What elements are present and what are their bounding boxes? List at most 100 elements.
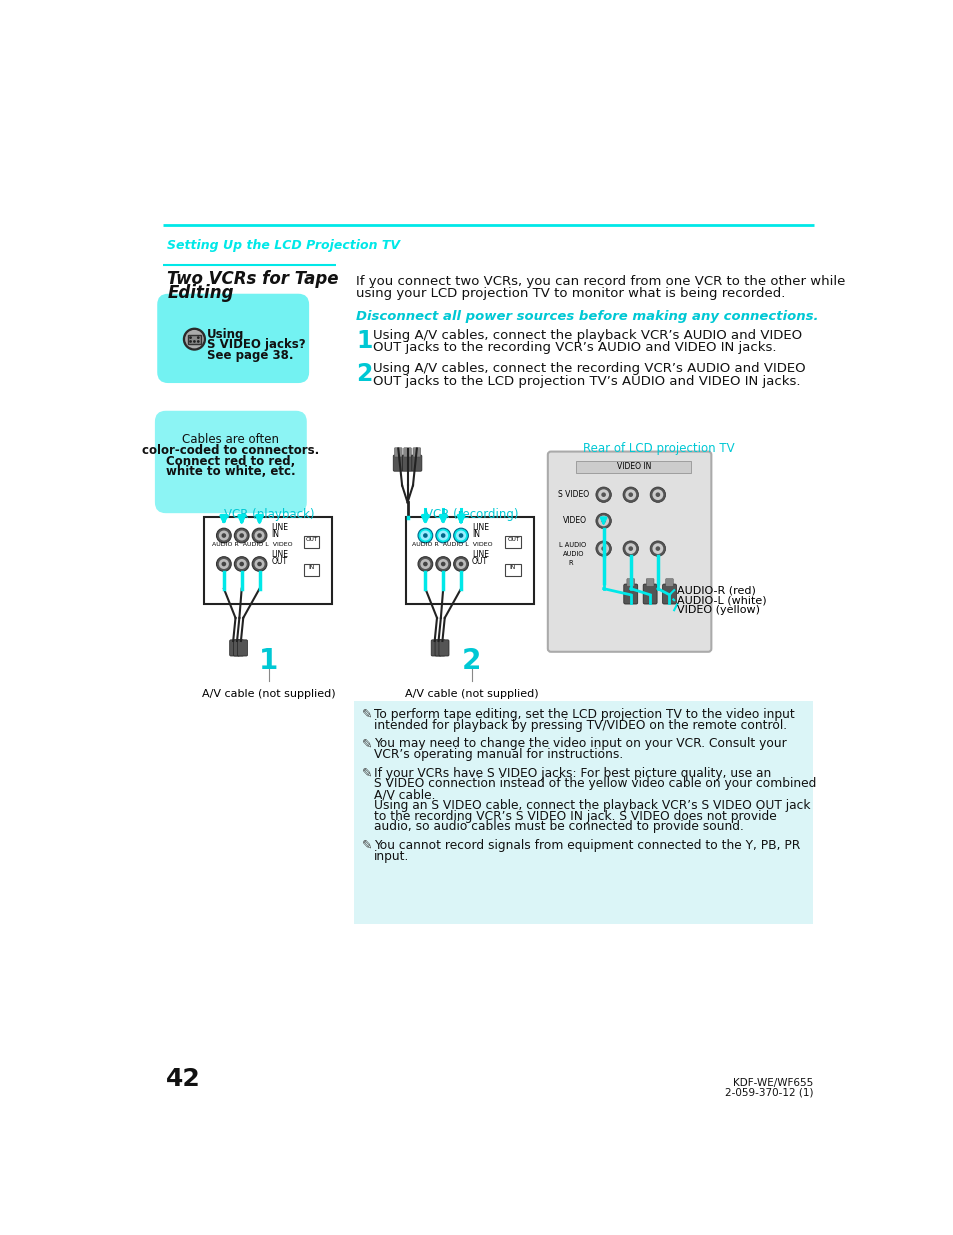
- Circle shape: [628, 493, 633, 496]
- Circle shape: [652, 489, 662, 500]
- FancyBboxPatch shape: [157, 294, 309, 383]
- Circle shape: [649, 487, 665, 503]
- Text: VIDEO (yellow): VIDEO (yellow): [677, 605, 760, 615]
- Text: R: R: [567, 561, 572, 566]
- FancyBboxPatch shape: [230, 640, 239, 656]
- Circle shape: [257, 562, 261, 567]
- Text: Connect red to red,: Connect red to red,: [166, 454, 295, 468]
- Circle shape: [239, 562, 244, 567]
- Text: Two VCRs for Tape: Two VCRs for Tape: [167, 270, 338, 288]
- Circle shape: [221, 562, 226, 567]
- Text: input.: input.: [374, 850, 409, 863]
- Bar: [406, 517, 534, 604]
- Circle shape: [422, 562, 427, 567]
- FancyBboxPatch shape: [623, 584, 637, 604]
- Text: AUDIO: AUDIO: [562, 551, 583, 557]
- Circle shape: [417, 557, 433, 572]
- Circle shape: [596, 514, 611, 529]
- Circle shape: [417, 529, 433, 543]
- Circle shape: [458, 534, 463, 537]
- Text: audio, so audio cables must be connected to provide sound.: audio, so audio cables must be connected…: [374, 820, 743, 834]
- Text: OUT: OUT: [306, 537, 318, 542]
- Text: S VIDEO: S VIDEO: [558, 490, 588, 499]
- Circle shape: [221, 534, 226, 537]
- FancyBboxPatch shape: [233, 640, 243, 656]
- Text: AUDIO-L (white): AUDIO-L (white): [677, 595, 766, 605]
- Text: Rear of LCD projection TV: Rear of LCD projection TV: [582, 442, 734, 456]
- Text: You may need to change the video input on your VCR. Consult your: You may need to change the video input o…: [374, 737, 786, 750]
- FancyBboxPatch shape: [547, 452, 711, 652]
- Circle shape: [422, 534, 427, 537]
- Circle shape: [185, 330, 204, 348]
- Circle shape: [624, 543, 636, 555]
- Circle shape: [254, 559, 264, 569]
- Circle shape: [216, 529, 231, 543]
- Circle shape: [189, 340, 192, 343]
- Text: Setting Up the LCD Projection TV: Setting Up the LCD Projection TV: [167, 240, 400, 252]
- Text: If you connect two VCRs, you can record from one VCR to the other while: If you connect two VCRs, you can record …: [356, 275, 845, 288]
- FancyBboxPatch shape: [435, 640, 445, 656]
- Circle shape: [652, 543, 662, 555]
- Text: 2-059-370-12 (1): 2-059-370-12 (1): [724, 1088, 813, 1098]
- Text: AUDIO R  AUDIO L  VIDEO: AUDIO R AUDIO L VIDEO: [212, 542, 293, 547]
- FancyBboxPatch shape: [154, 411, 307, 514]
- Text: white to white, etc.: white to white, etc.: [166, 466, 295, 478]
- FancyBboxPatch shape: [645, 579, 654, 587]
- FancyBboxPatch shape: [394, 448, 402, 457]
- Text: VCR’s operating manual for instructions.: VCR’s operating manual for instructions.: [374, 748, 623, 761]
- Text: If your VCRs have S VIDEO jacks: For best picture quality, use an: If your VCRs have S VIDEO jacks: For bes…: [374, 767, 771, 779]
- Text: S VIDEO jacks?: S VIDEO jacks?: [207, 338, 305, 352]
- Circle shape: [257, 534, 261, 537]
- Circle shape: [622, 541, 638, 556]
- Text: IN: IN: [271, 530, 279, 538]
- Text: using your LCD projection TV to monitor what is being recorded.: using your LCD projection TV to monitor …: [356, 287, 785, 300]
- Bar: [303, 536, 319, 548]
- Circle shape: [437, 559, 448, 569]
- Circle shape: [598, 543, 608, 555]
- Circle shape: [440, 534, 445, 537]
- Circle shape: [436, 529, 450, 543]
- Text: ✎: ✎: [361, 708, 372, 721]
- Circle shape: [239, 534, 244, 537]
- FancyBboxPatch shape: [237, 640, 247, 656]
- Text: Using an S VIDEO cable, connect the playback VCR’s S VIDEO OUT jack: Using an S VIDEO cable, connect the play…: [374, 799, 810, 811]
- Circle shape: [458, 562, 463, 567]
- Circle shape: [252, 529, 267, 543]
- Circle shape: [649, 541, 665, 556]
- FancyBboxPatch shape: [402, 454, 412, 472]
- Text: 2: 2: [461, 647, 481, 676]
- Text: LINE: LINE: [472, 522, 488, 531]
- Text: ✎: ✎: [361, 767, 372, 779]
- FancyBboxPatch shape: [661, 584, 676, 604]
- Bar: [505, 564, 520, 577]
- Circle shape: [236, 559, 247, 569]
- Text: KDF-WE/WF655: KDF-WE/WF655: [733, 1078, 813, 1088]
- Circle shape: [218, 559, 229, 569]
- Text: Cables are often: Cables are often: [182, 433, 279, 446]
- Text: Using A/V cables, connect the playback VCR’s AUDIO and VIDEO: Using A/V cables, connect the playback V…: [373, 330, 801, 342]
- Circle shape: [420, 559, 430, 569]
- Circle shape: [236, 531, 247, 541]
- Circle shape: [456, 559, 466, 569]
- FancyBboxPatch shape: [413, 448, 420, 457]
- Text: OUT: OUT: [507, 537, 519, 542]
- Circle shape: [456, 531, 466, 541]
- Text: L AUDIO: L AUDIO: [558, 542, 586, 548]
- FancyBboxPatch shape: [403, 448, 411, 457]
- Text: 1: 1: [356, 330, 373, 353]
- Text: IN: IN: [509, 566, 516, 571]
- FancyBboxPatch shape: [642, 584, 657, 604]
- Text: ✎: ✎: [361, 737, 372, 750]
- Circle shape: [598, 489, 608, 500]
- Circle shape: [436, 557, 450, 572]
- Text: ✎: ✎: [361, 839, 372, 852]
- Text: A/V cable (not supplied): A/V cable (not supplied): [202, 689, 335, 699]
- Text: IN: IN: [472, 530, 479, 538]
- Circle shape: [600, 546, 605, 551]
- Circle shape: [600, 519, 605, 524]
- Bar: [303, 564, 319, 577]
- Text: To perform tape editing, set the LCD projection TV to the video input: To perform tape editing, set the LCD pro…: [374, 708, 794, 721]
- FancyBboxPatch shape: [393, 454, 403, 472]
- FancyBboxPatch shape: [438, 640, 449, 656]
- Text: OUT: OUT: [472, 557, 487, 567]
